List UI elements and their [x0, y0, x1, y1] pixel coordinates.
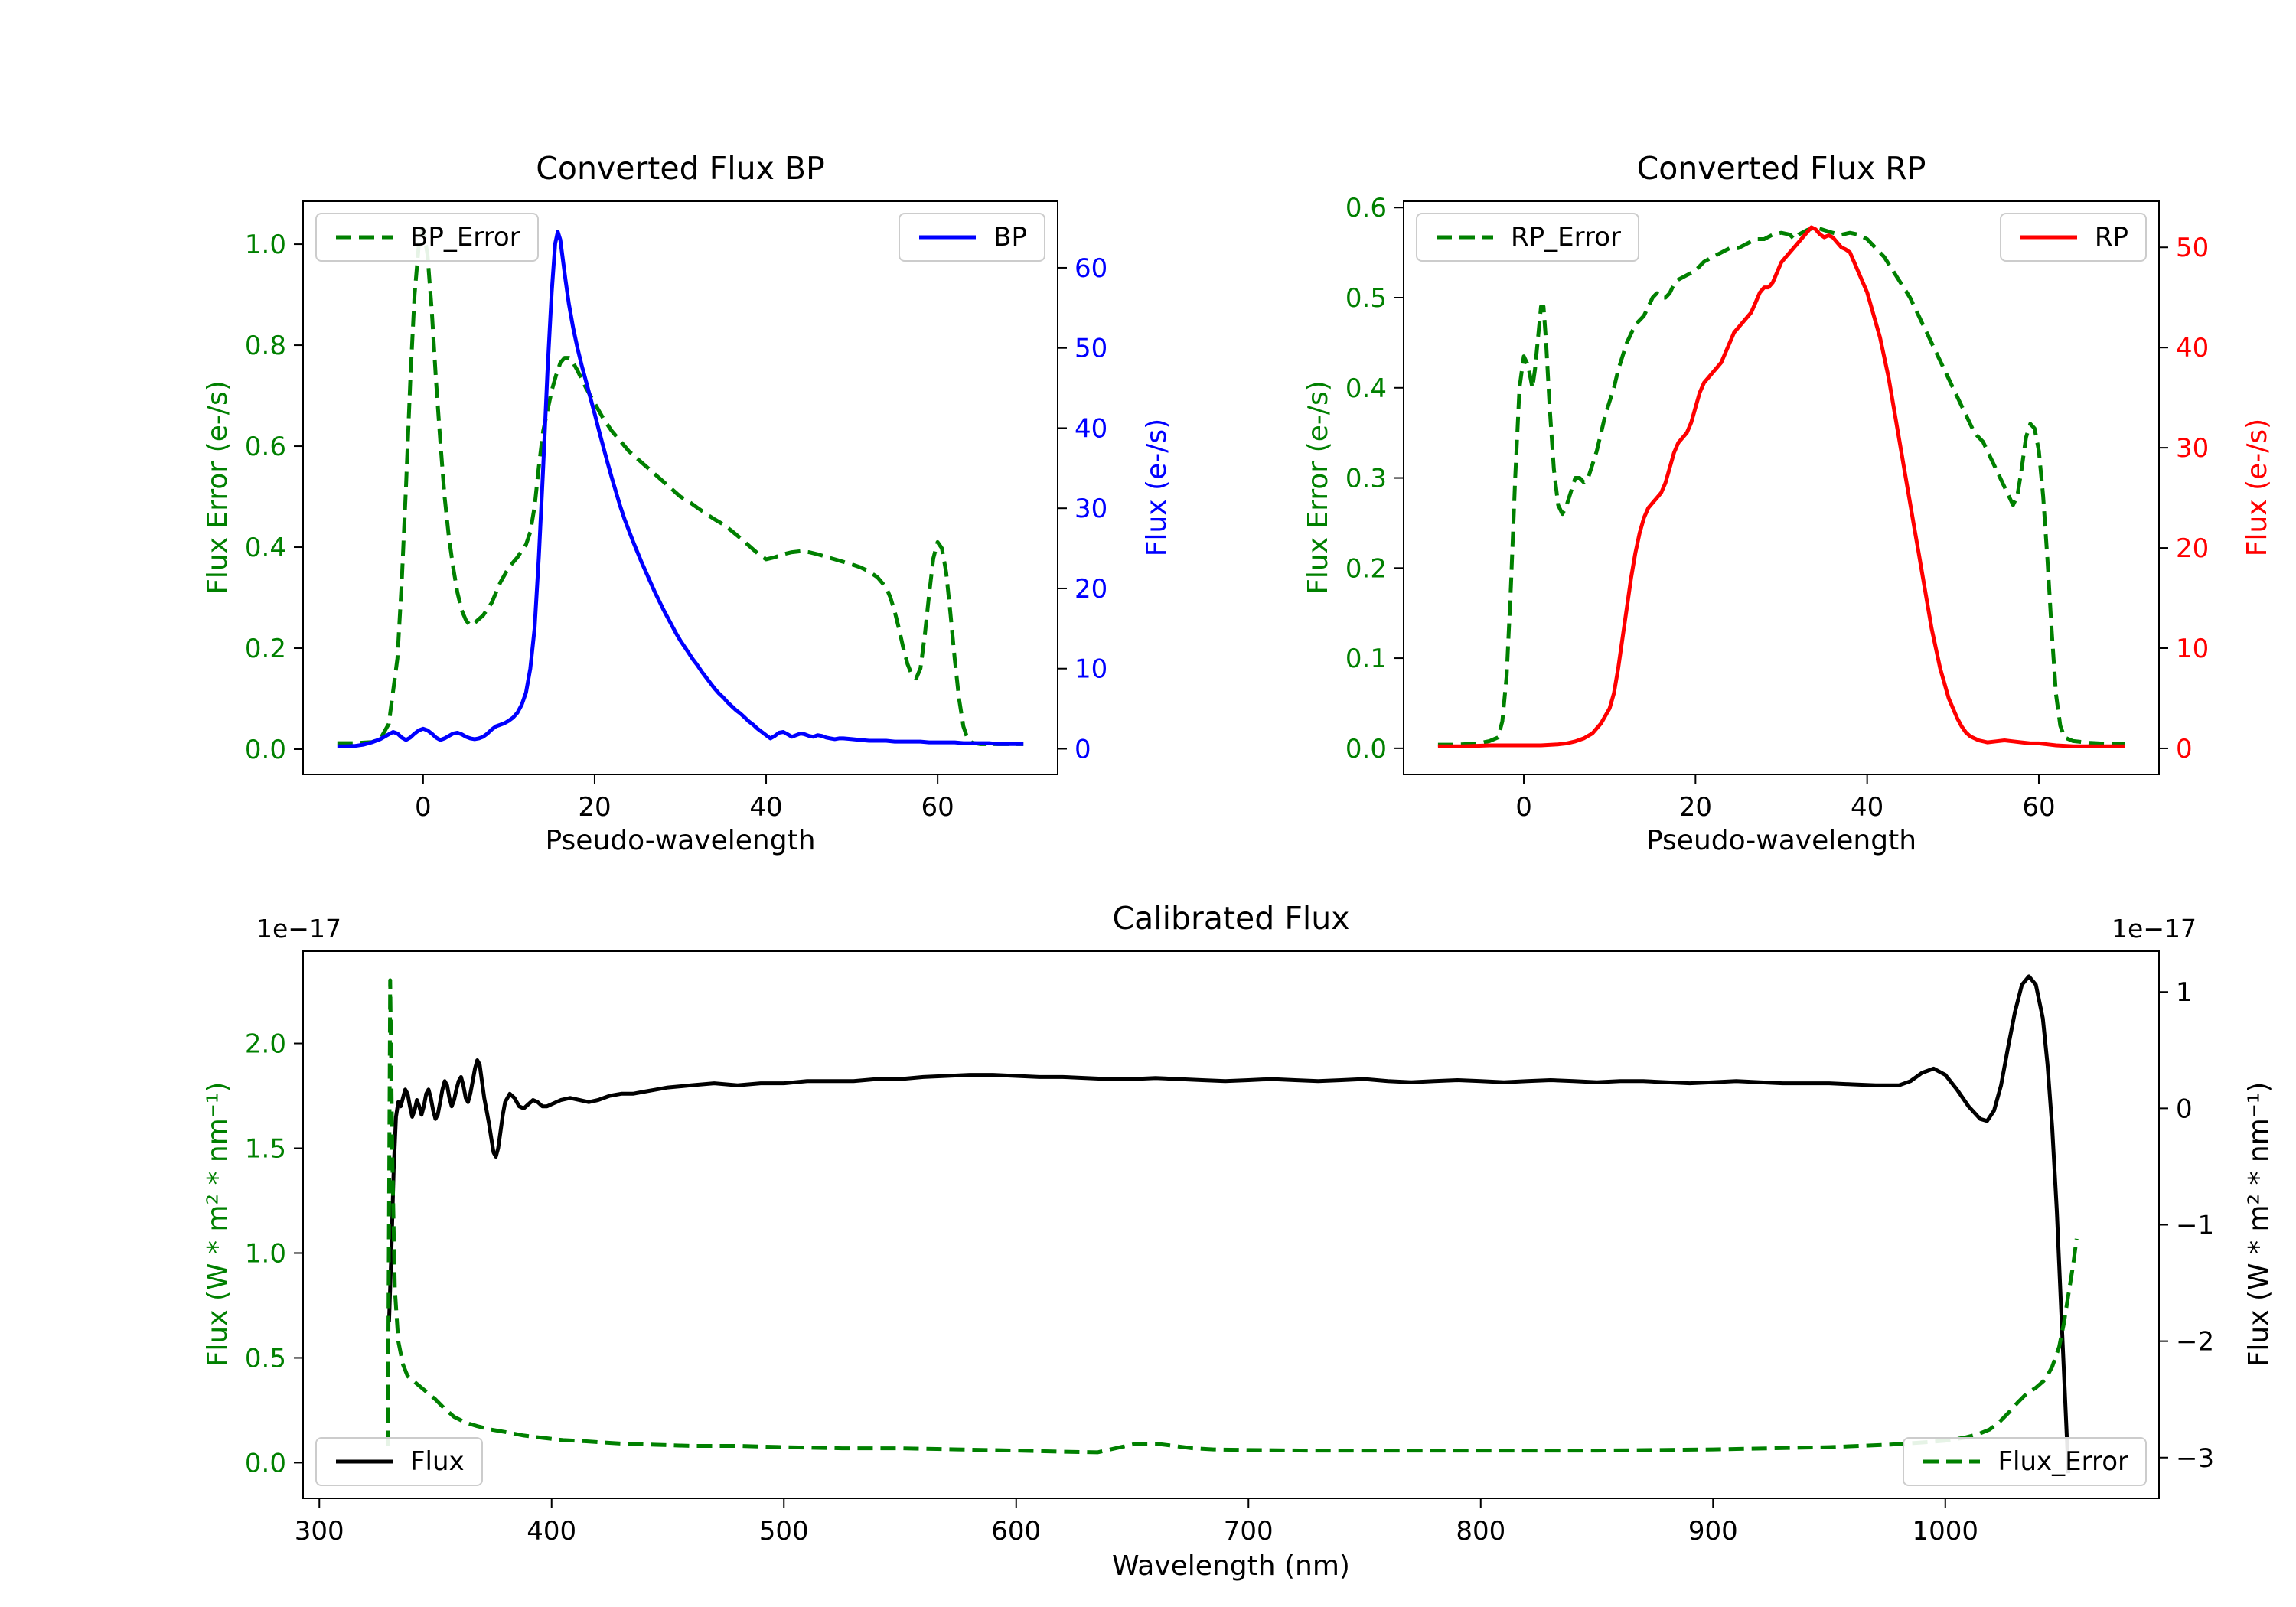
svg-text:700: 700	[1224, 1516, 1274, 1547]
rp-right-yaxis-label: Flux (e-/s)	[2242, 418, 2273, 557]
svg-text:1000: 1000	[1913, 1516, 1979, 1547]
svg-text:0.0: 0.0	[245, 1448, 286, 1478]
svg-text:20: 20	[578, 792, 611, 823]
svg-text:50: 50	[1075, 334, 1107, 364]
bp-left-yaxis-label: Flux Error (e-/s)	[202, 380, 233, 595]
svg-text:0.0: 0.0	[1345, 734, 1387, 764]
bp-legend-line-icon	[919, 235, 977, 240]
flux-legend-line-icon	[336, 1459, 393, 1464]
svg-text:0.0: 0.0	[245, 735, 286, 765]
svg-text:−3: −3	[2176, 1443, 2214, 1474]
calibrated-right-yaxis-label: Flux (W * m² * nm⁻¹)	[2243, 1081, 2275, 1367]
svg-text:40: 40	[1075, 413, 1107, 444]
flux-error-legend-label: Flux_Error	[1998, 1446, 2128, 1477]
svg-text:0: 0	[1515, 792, 1532, 823]
svg-text:0.6: 0.6	[245, 432, 286, 462]
legend-rp-error: RP_Error	[1416, 213, 1640, 262]
rp-legend-line-icon	[2020, 235, 2077, 240]
svg-text:0.2: 0.2	[1345, 553, 1387, 584]
legend-bp-error: BP_Error	[315, 213, 539, 262]
bp-xaxis-label: Pseudo-wavelength	[545, 825, 816, 856]
bp-title: Converted Flux BP	[536, 150, 825, 187]
rp-error-legend-label: RP_Error	[1511, 222, 1622, 253]
svg-text:1.5: 1.5	[245, 1134, 286, 1165]
svg-text:0.8: 0.8	[245, 331, 286, 361]
flux-error-legend-line-icon	[1923, 1459, 1981, 1464]
svg-text:0.4: 0.4	[245, 533, 286, 563]
rp-legend-label: RP	[2094, 222, 2128, 253]
legend-bp: BP	[899, 213, 1045, 262]
calibrated-title: Calibrated Flux	[1112, 900, 1350, 937]
svg-text:0.5: 0.5	[1345, 283, 1387, 314]
svg-text:0.1: 0.1	[1345, 644, 1387, 674]
svg-text:500: 500	[759, 1516, 809, 1547]
svg-text:600: 600	[991, 1516, 1041, 1547]
rp-left-yaxis-label: Flux Error (e-/s)	[1303, 380, 1334, 595]
svg-text:2.0: 2.0	[245, 1029, 286, 1060]
svg-text:40: 40	[2176, 333, 2209, 363]
svg-text:−2: −2	[2176, 1327, 2214, 1358]
svg-text:40: 40	[1851, 792, 1883, 823]
svg-text:60: 60	[1075, 253, 1107, 284]
svg-text:10: 10	[1075, 654, 1107, 685]
svg-text:60: 60	[2022, 792, 2055, 823]
bp-error-legend-line-icon	[336, 235, 393, 240]
calibrated-xaxis-label: Wavelength (nm)	[1112, 1550, 1350, 1582]
svg-text:60: 60	[921, 792, 954, 823]
offset-text-left: 1e−17	[256, 914, 341, 944]
legend-rp: RP	[1999, 213, 2147, 262]
svg-text:0.5: 0.5	[245, 1343, 286, 1374]
rp-title: Converted Flux RP	[1636, 150, 1926, 187]
svg-text:40: 40	[749, 792, 782, 823]
rp-xaxis-label: Pseudo-wavelength	[1645, 825, 1917, 856]
svg-text:0: 0	[2176, 734, 2193, 764]
bp-error-legend-label: BP_Error	[410, 222, 520, 253]
svg-text:0: 0	[415, 792, 432, 823]
legend-flux: Flux	[315, 1437, 483, 1486]
flux-legend-label: Flux	[410, 1446, 465, 1477]
calibrated-left-yaxis-label: Flux (W * m² * nm⁻¹)	[202, 1081, 233, 1367]
offset-text-right: 1e−17	[2112, 914, 2197, 944]
svg-text:900: 900	[1688, 1516, 1738, 1547]
svg-text:0.2: 0.2	[245, 634, 286, 664]
svg-text:20: 20	[1075, 574, 1107, 605]
svg-text:0: 0	[1075, 734, 1091, 764]
svg-text:−1: −1	[2176, 1211, 2214, 1241]
svg-text:30: 30	[1075, 494, 1107, 524]
svg-text:1.0: 1.0	[245, 230, 286, 260]
svg-text:10: 10	[2176, 634, 2209, 664]
legend-flux-error: Flux_Error	[1903, 1437, 2147, 1486]
svg-text:20: 20	[1679, 792, 1712, 823]
bp-right-yaxis-label: Flux (e-/s)	[1141, 418, 1172, 557]
svg-text:1: 1	[2176, 977, 2193, 1008]
svg-text:50: 50	[2176, 233, 2209, 263]
svg-text:0: 0	[2176, 1094, 2193, 1124]
svg-text:800: 800	[1456, 1516, 1505, 1547]
svg-text:0.4: 0.4	[1345, 373, 1387, 404]
svg-text:400: 400	[527, 1516, 576, 1547]
svg-text:20: 20	[2176, 533, 2209, 564]
svg-text:1.0: 1.0	[245, 1238, 286, 1269]
svg-text:0.6: 0.6	[1345, 193, 1387, 223]
svg-text:0.3: 0.3	[1345, 464, 1387, 494]
svg-text:300: 300	[295, 1516, 344, 1547]
svg-text:30: 30	[2176, 433, 2209, 464]
bp-legend-label: BP	[993, 222, 1027, 253]
rp-error-legend-line-icon	[1437, 235, 1493, 240]
